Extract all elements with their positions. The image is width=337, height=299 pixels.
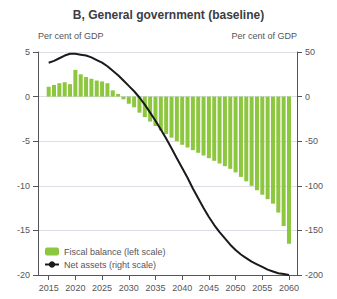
svg-text:2050: 2050 — [226, 283, 246, 293]
svg-text:2040: 2040 — [172, 283, 192, 293]
svg-text:50: 50 — [305, 47, 315, 57]
svg-text:2025: 2025 — [92, 283, 112, 293]
svg-text:2055: 2055 — [252, 283, 272, 293]
svg-text:-150: -150 — [305, 225, 323, 235]
svg-text:0: 0 — [305, 92, 310, 102]
svg-text:2015: 2015 — [39, 283, 59, 293]
svg-text:2045: 2045 — [199, 283, 219, 293]
svg-text:-20: -20 — [17, 270, 30, 280]
svg-text:-5: -5 — [22, 136, 30, 146]
svg-text:Fiscal balance (left scale): Fiscal balance (left scale) — [64, 247, 166, 257]
svg-text:-15: -15 — [17, 225, 30, 235]
svg-text:5: 5 — [25, 47, 30, 57]
svg-text:2030: 2030 — [119, 283, 139, 293]
svg-text:-200: -200 — [305, 270, 323, 280]
svg-text:B, General government (baselin: B, General government (baseline) — [73, 8, 264, 22]
svg-text:-100: -100 — [305, 181, 323, 191]
svg-text:-50: -50 — [305, 136, 318, 146]
svg-text:-10: -10 — [17, 181, 30, 191]
svg-text:2035: 2035 — [145, 283, 165, 293]
svg-text:Net assets (right scale): Net assets (right scale) — [64, 260, 156, 270]
svg-text:0: 0 — [25, 92, 30, 102]
svg-text:Per cent of GDP: Per cent of GDP — [231, 31, 297, 41]
svg-text:2020: 2020 — [65, 283, 85, 293]
svg-text:Per cent of GDP: Per cent of GDP — [38, 31, 104, 41]
svg-text:2060: 2060 — [279, 283, 299, 293]
